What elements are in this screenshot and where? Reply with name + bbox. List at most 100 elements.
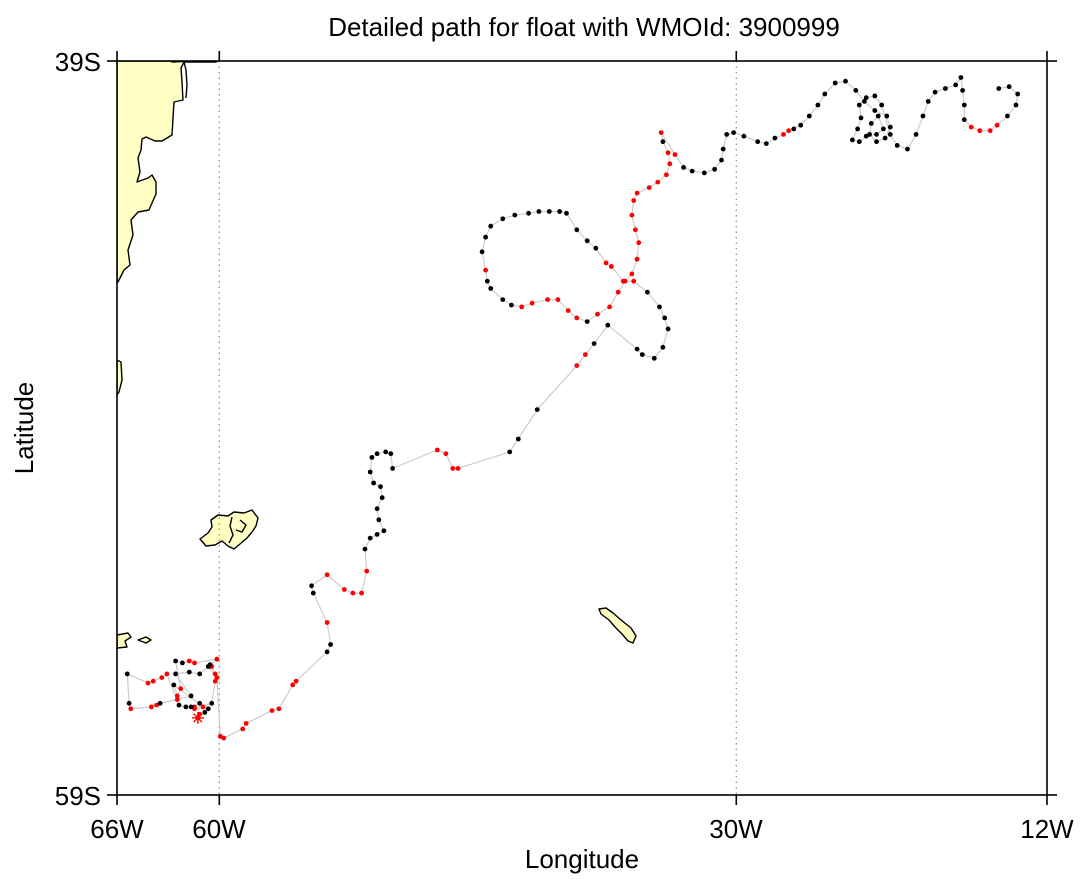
y-axis-label: Latitude: [9, 382, 39, 475]
track-point: [200, 704, 206, 710]
track-point: [660, 344, 666, 350]
track-point: [925, 99, 931, 104]
track-point: [874, 139, 879, 145]
track-point: [960, 88, 965, 93]
track-point: [565, 308, 571, 313]
track-point: [856, 139, 862, 145]
track-point: [701, 170, 707, 176]
xtick-label-66w: 66W: [90, 814, 144, 844]
track-point: [176, 702, 182, 708]
track-point: [212, 671, 218, 677]
track-point: [920, 113, 926, 119]
track-point: [681, 165, 686, 170]
track-point: [483, 234, 488, 240]
track-point: [634, 346, 640, 352]
falkland-inner: [235, 519, 247, 533]
track-point: [887, 132, 893, 137]
track-point: [1006, 84, 1012, 90]
track-point: [943, 86, 948, 91]
track-point: [634, 190, 640, 196]
track-point: [636, 240, 642, 246]
track-point: [629, 212, 635, 218]
track-point: [874, 132, 879, 137]
track-point: [546, 209, 552, 214]
track-point: [622, 278, 628, 284]
track-point: [720, 146, 726, 152]
track-point: [591, 341, 597, 346]
track-point: [369, 455, 375, 460]
track-point: [1013, 102, 1019, 108]
track-point: [378, 484, 383, 490]
track-point: [658, 130, 664, 136]
track-point: [645, 289, 650, 295]
track-point: [374, 451, 380, 457]
track-point: [798, 122, 804, 128]
track-point: [341, 587, 347, 592]
track-point: [815, 102, 821, 108]
track-point: [488, 223, 494, 229]
track-point: [212, 678, 218, 684]
track-point: [755, 139, 761, 145]
track-point: [367, 535, 373, 541]
track-point: [214, 675, 220, 680]
track-point: [615, 289, 621, 295]
track-point: [557, 209, 562, 214]
track-point: [672, 152, 678, 158]
track-point: [128, 706, 134, 712]
track-point: [905, 146, 910, 152]
track-point: [884, 113, 890, 119]
track-point: [362, 546, 368, 552]
track-point: [584, 319, 590, 324]
track-point: [197, 700, 203, 706]
track-point: [856, 102, 862, 108]
x-axis-label: Longitude: [525, 844, 639, 874]
track-point: [879, 102, 885, 108]
track-point: [555, 297, 561, 302]
track-point: [832, 80, 838, 86]
track-point: [968, 124, 974, 130]
track-point: [455, 466, 461, 471]
staten-island: [137, 636, 152, 644]
track-point: [564, 210, 569, 216]
track-point: [584, 238, 590, 244]
track-point: [858, 115, 864, 121]
track-point: [205, 664, 211, 669]
track-point: [875, 113, 881, 119]
track-point: [205, 706, 211, 712]
track-point: [608, 264, 614, 269]
track-point: [379, 495, 385, 501]
track-point: [634, 256, 640, 262]
track-point: [629, 271, 635, 277]
track-point: [240, 726, 246, 732]
south-america-coast: [117, 61, 219, 283]
track-point: [309, 583, 314, 589]
track-point: [202, 710, 208, 715]
track-point: [850, 137, 855, 143]
track-point: [657, 304, 662, 310]
meridian-gridlines: [218, 61, 737, 795]
track-point: [376, 517, 382, 523]
track-point: [843, 78, 848, 84]
track-point: [1015, 91, 1021, 97]
track-point: [173, 658, 179, 664]
track-point: [209, 700, 215, 706]
track-point: [174, 697, 180, 702]
track-point: [500, 216, 506, 222]
track-point: [443, 451, 449, 457]
track-point: [605, 322, 611, 328]
track-point: [863, 95, 869, 101]
xtick-label-12w: 12W: [1020, 814, 1074, 844]
track-point: [324, 572, 330, 578]
track-point: [173, 671, 179, 677]
ytick-label-59s: 59S: [55, 781, 101, 811]
track-point: [381, 528, 387, 534]
track-line: [126, 75, 1019, 739]
track-point: [388, 451, 394, 457]
track-point: [243, 721, 249, 726]
track-point: [958, 75, 964, 80]
track-point: [868, 121, 874, 126]
track-point: [655, 179, 661, 185]
track-point: [665, 326, 671, 332]
track-point: [145, 680, 151, 686]
